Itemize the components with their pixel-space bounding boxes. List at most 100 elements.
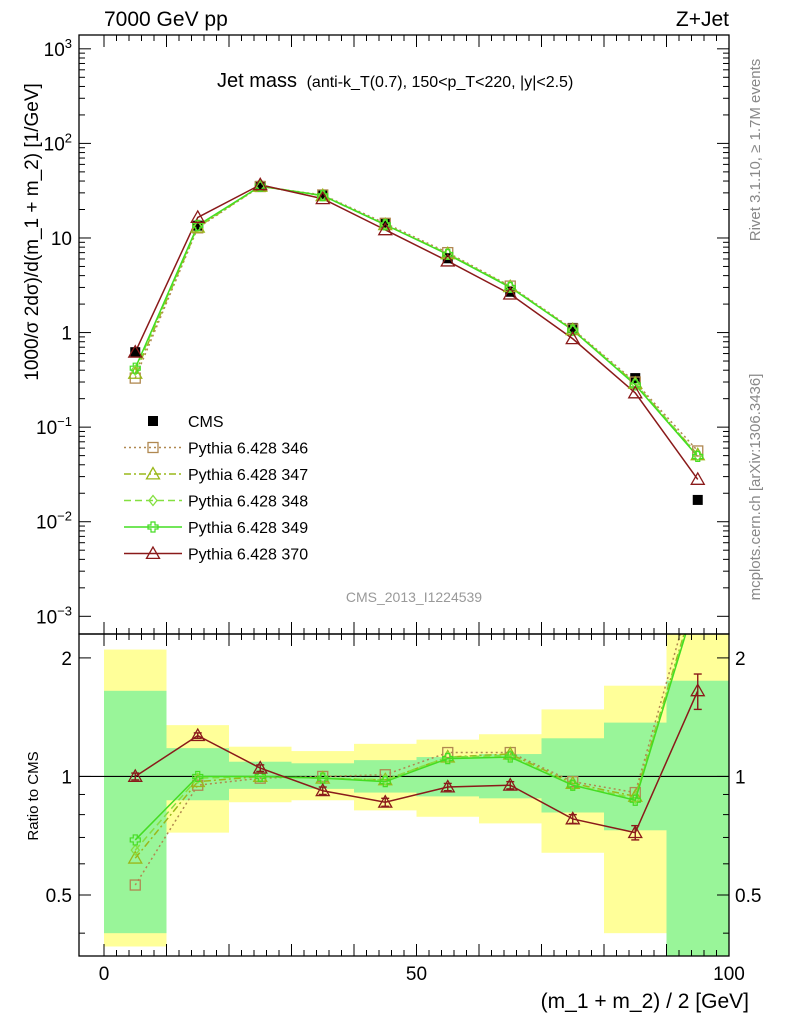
main-series bbox=[127, 176, 706, 505]
ratio-ylabel: Ratio to CMS bbox=[25, 751, 42, 840]
main-series-line bbox=[134, 184, 699, 480]
ratio-series-line bbox=[134, 634, 682, 886]
main-point bbox=[379, 219, 391, 231]
ratio-point bbox=[690, 682, 706, 697]
ratio-point bbox=[379, 776, 391, 788]
ratio-point bbox=[627, 824, 643, 839]
x-tick-label: 0 bbox=[99, 964, 110, 985]
ratio-point bbox=[565, 775, 581, 789]
ratio-point bbox=[127, 850, 143, 864]
main-point bbox=[377, 222, 393, 236]
ratio-point bbox=[129, 834, 141, 846]
ratio-y-tick-label: 2 bbox=[61, 649, 72, 670]
legend-marker bbox=[145, 545, 161, 560]
main-point bbox=[504, 281, 516, 294]
ratio-point bbox=[627, 788, 643, 802]
main-point bbox=[317, 189, 328, 200]
ratio-point bbox=[130, 844, 141, 857]
main-point bbox=[192, 219, 204, 231]
ratio-series-line bbox=[134, 634, 685, 859]
ratio-series bbox=[127, 567, 706, 891]
ratio-point bbox=[440, 779, 456, 793]
main-point bbox=[502, 286, 518, 300]
ratio-point bbox=[442, 753, 454, 765]
ratio-point bbox=[192, 779, 204, 791]
main-point bbox=[255, 180, 266, 191]
ratio-point bbox=[630, 792, 641, 805]
main-point bbox=[692, 450, 704, 463]
ratio-point bbox=[629, 794, 641, 806]
ratio-point bbox=[192, 770, 204, 783]
legend-marker bbox=[147, 441, 159, 454]
ratio-point bbox=[315, 782, 331, 797]
rivet-label: Rivet 3.1.10, ≥ 1.7M events bbox=[747, 59, 764, 242]
ratio-point bbox=[502, 777, 518, 791]
ratio-point bbox=[691, 582, 704, 593]
header-right: Z+Jet bbox=[676, 8, 729, 31]
x-tick-label: 100 bbox=[713, 964, 745, 985]
main-point bbox=[692, 445, 704, 457]
mcplots-label: mcplots.cern.ch [arXiv:1306.3436] bbox=[747, 374, 764, 601]
title-detail: (anti-k_T(0.7), 150<p_T<220, |y|<2.5) bbox=[307, 74, 574, 91]
main-point bbox=[565, 330, 581, 345]
legend-label: Pythia 6.428 346 bbox=[188, 441, 308, 458]
ratio-point bbox=[380, 773, 391, 786]
main-point bbox=[130, 347, 141, 358]
ratio-point bbox=[190, 727, 206, 742]
main-point bbox=[690, 471, 706, 485]
main-series-line bbox=[134, 185, 699, 452]
ratio-point bbox=[442, 746, 454, 759]
ratio-point bbox=[252, 760, 268, 774]
y-tick-label: 103 bbox=[44, 36, 72, 61]
ratio-point bbox=[254, 770, 266, 783]
legend-marker bbox=[147, 521, 159, 533]
ratio-y-tick-label: 0.5 bbox=[735, 886, 761, 907]
legend-label: Pythia 6.428 370 bbox=[188, 547, 308, 564]
main-point bbox=[692, 494, 703, 505]
main-point bbox=[127, 365, 143, 379]
ratio-point bbox=[693, 567, 703, 577]
header-left: 7000 GeV pp bbox=[104, 8, 228, 31]
main-frame bbox=[78, 34, 730, 635]
ratio-series-line bbox=[134, 634, 687, 841]
y-tick-label: 10−2 bbox=[36, 509, 72, 534]
ratio-y-tick-label: 0.5 bbox=[46, 886, 72, 907]
main-point bbox=[127, 344, 143, 358]
ratio-point bbox=[694, 586, 702, 596]
main-point bbox=[317, 190, 329, 202]
legend-marker bbox=[148, 416, 158, 426]
ratio-point bbox=[505, 749, 516, 762]
y-tick-label: 10−1 bbox=[36, 414, 72, 439]
ratio-point bbox=[377, 794, 393, 808]
main-point bbox=[630, 377, 641, 390]
ratio-series-line bbox=[134, 690, 699, 834]
ratio-y-tick-label: 1 bbox=[735, 767, 746, 788]
main-point bbox=[190, 209, 206, 223]
main-ylabel: 1000/σ 2dσ)/d(m_1 + m_2) [1/GeV] bbox=[22, 83, 43, 381]
ratio-point bbox=[502, 746, 518, 760]
ratio-point bbox=[565, 811, 581, 825]
ratio-y-tick-label: 1 bbox=[61, 767, 72, 788]
y-tick-label: 1 bbox=[61, 324, 72, 345]
legend-label: Pythia 6.428 347 bbox=[188, 467, 308, 484]
legend-marker bbox=[145, 466, 161, 480]
main-point bbox=[440, 253, 456, 267]
axis-ticks: 10−3 10−2 10−1 1 10 102 103 0 50 100 0.5 0.5 1 1 2 2 bbox=[36, 35, 761, 985]
main-title: Jet mass (anti-k_T(0.7), 150<p_T<220, |y… bbox=[217, 70, 573, 92]
x-tick-label: 50 bbox=[406, 964, 427, 985]
title-main: Jet mass bbox=[217, 70, 297, 92]
main-point bbox=[567, 322, 578, 333]
main-point bbox=[252, 176, 268, 191]
main-point bbox=[254, 180, 266, 192]
ratio-y-tick-label: 2 bbox=[735, 649, 746, 670]
xlabel: (m_1 + m_2) / 2 [GeV] bbox=[541, 990, 749, 1013]
legend-marker bbox=[148, 494, 158, 507]
main-point bbox=[192, 220, 203, 231]
legend: CMS Pythia 6.428 346 Pythia 6.428 347 Pythi… bbox=[124, 414, 308, 564]
ratio-series-line bbox=[134, 634, 686, 851]
y-tick-label: 10−3 bbox=[36, 603, 72, 628]
legend-label: Pythia 6.428 349 bbox=[188, 520, 308, 537]
ratio-point bbox=[317, 772, 329, 784]
main-point bbox=[315, 190, 331, 205]
